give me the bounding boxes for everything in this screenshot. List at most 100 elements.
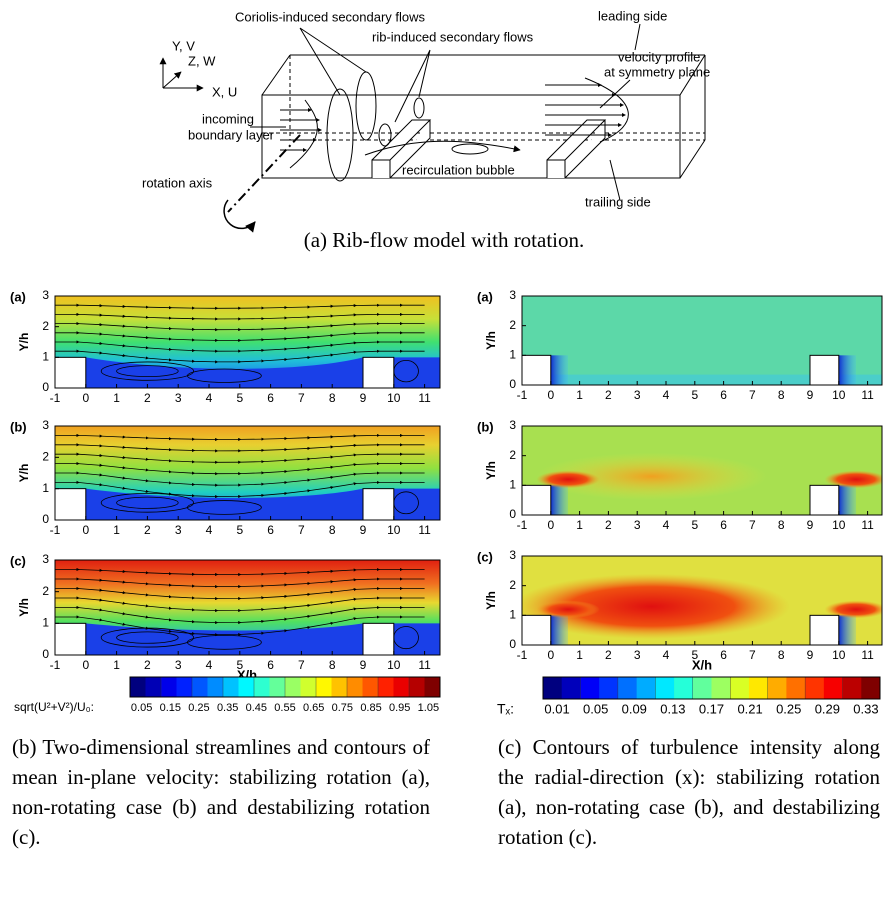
- x-tick-label: 9: [360, 523, 367, 537]
- figure: Coriolis-induced secondary flows rib-indu…: [10, 8, 883, 717]
- colorbar-tick-label: 0.01: [544, 701, 569, 716]
- x-tick-label: 7: [298, 391, 305, 405]
- y-tick-label: 2: [509, 578, 516, 592]
- colorbar-frame: [542, 676, 881, 700]
- diagram-label: Y, V: [172, 38, 195, 53]
- plot-frame: [54, 295, 441, 389]
- streamline: [55, 433, 425, 442]
- colorbar-segment: [207, 677, 224, 697]
- x-tick-label: 7: [749, 518, 756, 532]
- colorbar-tick-label: 0.33: [853, 701, 878, 716]
- x-tick-label: 2: [605, 388, 612, 402]
- y-tick-label: 0: [509, 507, 516, 521]
- x-tick-label: 11: [861, 388, 874, 402]
- colorbar-segment: [346, 676, 364, 698]
- colorbar-segment: [542, 676, 563, 700]
- y-tick-label: 0: [42, 512, 49, 526]
- colorbar-tick-label: 0.35: [217, 702, 238, 714]
- x-tick-label: 4: [206, 391, 213, 405]
- contour-fill: [55, 426, 440, 520]
- y-tick-label: 1: [42, 481, 49, 495]
- x-tick-label: 5: [236, 658, 243, 672]
- colorbar-segment: [145, 677, 162, 697]
- x-tick-label: 1: [576, 648, 583, 662]
- y-tick-label: 0: [509, 377, 516, 391]
- wake-zone: [550, 615, 569, 645]
- y-tick-label: 1: [509, 608, 516, 622]
- x-tick-label: 6: [720, 648, 727, 662]
- colorbar-tick-label: 1.05: [418, 702, 439, 714]
- streamline: [55, 461, 425, 476]
- vortex: [187, 368, 262, 383]
- x-tick-label: 2: [144, 658, 151, 672]
- colorbar-tick-label: 0.05: [131, 702, 152, 714]
- x-tick-label: 7: [749, 648, 756, 662]
- plot-frame: [54, 425, 441, 521]
- y-tick-label: 1: [509, 348, 516, 362]
- x-tick-label: 2: [144, 523, 151, 537]
- colorbar-label: sqrt(U²+V²)/U₀:: [14, 700, 94, 714]
- x-tick-label: 5: [236, 391, 243, 405]
- vortex: [116, 496, 179, 509]
- vortex: [116, 365, 179, 378]
- colorbar-tick-label: 0.13: [660, 701, 685, 716]
- colorbar-tick-label: 0.45: [246, 702, 267, 714]
- x-tick-label: 6: [720, 518, 727, 532]
- colorbar-segment: [191, 676, 209, 698]
- y-tick-label: 3: [509, 288, 516, 302]
- x-tick-label: 10: [387, 391, 401, 405]
- x-tick-label: 3: [175, 391, 182, 405]
- x-tick-label: 2: [605, 648, 612, 662]
- vortex: [187, 500, 262, 515]
- x-tick-label: 9: [360, 391, 367, 405]
- wake-zone: [838, 485, 857, 515]
- x-tick-label: 8: [778, 388, 785, 402]
- y-axis-title: Y/h: [484, 591, 498, 610]
- x-tick-label: 2: [605, 518, 612, 532]
- diagram-label: rib-induced secondary flows: [372, 29, 534, 44]
- x-tick-label: 10: [832, 518, 846, 532]
- x-tick-label: 9: [807, 648, 814, 662]
- y-axis-title: Y/h: [17, 598, 31, 617]
- colorbar-tick-label: 0.65: [303, 702, 324, 714]
- colorbar-tick-label: 0.15: [160, 702, 181, 714]
- x-tick-label: 7: [749, 388, 756, 402]
- panel-label: (b): [477, 419, 494, 434]
- x-tick-label: 10: [832, 388, 846, 402]
- x-axis-title: X/h: [692, 657, 712, 672]
- high-zone: [536, 452, 767, 501]
- colorbar-segment: [331, 677, 348, 697]
- vortex: [100, 361, 194, 381]
- x-tick-label: 8: [778, 518, 785, 532]
- colorbar-segment: [315, 676, 333, 698]
- diagram: [159, 23, 706, 233]
- colorbar-segment: [561, 677, 581, 699]
- x-tick-label: -1: [517, 648, 528, 662]
- colorbar-segment: [408, 676, 426, 698]
- colorbar-segment: [129, 676, 147, 698]
- colorbar-segment: [269, 677, 286, 697]
- colorbar-segment: [786, 677, 806, 699]
- x-tick-label: 1: [113, 658, 120, 672]
- streamline: [55, 586, 425, 601]
- vortex: [100, 492, 194, 513]
- plot-frame: [521, 295, 883, 386]
- x-tick-label: 4: [663, 648, 670, 662]
- colorbar-segment: [804, 676, 825, 700]
- streamline: [55, 443, 425, 453]
- colorbar-segment: [617, 676, 638, 700]
- colorbar-segment: [176, 677, 193, 697]
- streamline: [55, 577, 425, 589]
- colorbar-tick-label: 0.29: [815, 701, 840, 716]
- plot-frame: [521, 425, 883, 516]
- x-tick-label: 3: [175, 658, 182, 672]
- x-tick-label: 8: [778, 648, 785, 662]
- x-tick-label: 9: [807, 388, 814, 402]
- diagram-label: recirculation bubble: [402, 162, 515, 177]
- colorbar-segment: [393, 677, 410, 697]
- x-tick-label: -1: [50, 523, 61, 537]
- x-tick-label: 6: [267, 523, 274, 537]
